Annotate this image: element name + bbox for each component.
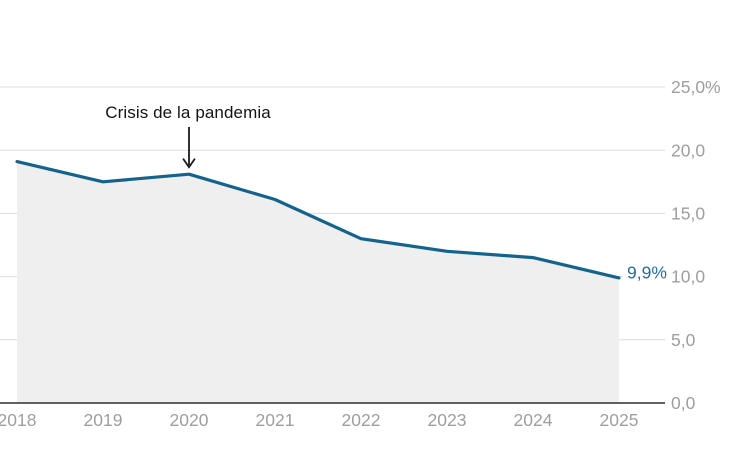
x-tick-label: 2022	[342, 410, 381, 430]
x-tick-label: 2020	[170, 410, 209, 430]
series-area-fill	[17, 161, 619, 403]
x-tick-label: 2025	[600, 410, 639, 430]
end-value-label: 9,9%	[623, 262, 671, 284]
y-tick-label: 20,0	[671, 140, 705, 160]
x-tick-label: 2021	[256, 410, 295, 430]
y-tick-label: 0,0	[671, 393, 696, 413]
y-tick-label: 10,0	[671, 267, 705, 287]
y-tick-label: 25,0%	[671, 77, 721, 97]
series-line	[15, 160, 621, 280]
annotation-label: Crisis de la pandemia	[105, 103, 271, 122]
annotation-arrow-head	[182, 158, 196, 169]
x-tick-label: 2024	[514, 410, 553, 430]
x-tick-label: 2023	[428, 410, 467, 430]
y-tick-label: 15,0	[671, 204, 705, 224]
y-tick-label: 5,0	[671, 330, 696, 350]
x-tick-label: 2018	[0, 410, 36, 430]
x-tick-label: 2019	[84, 410, 123, 430]
